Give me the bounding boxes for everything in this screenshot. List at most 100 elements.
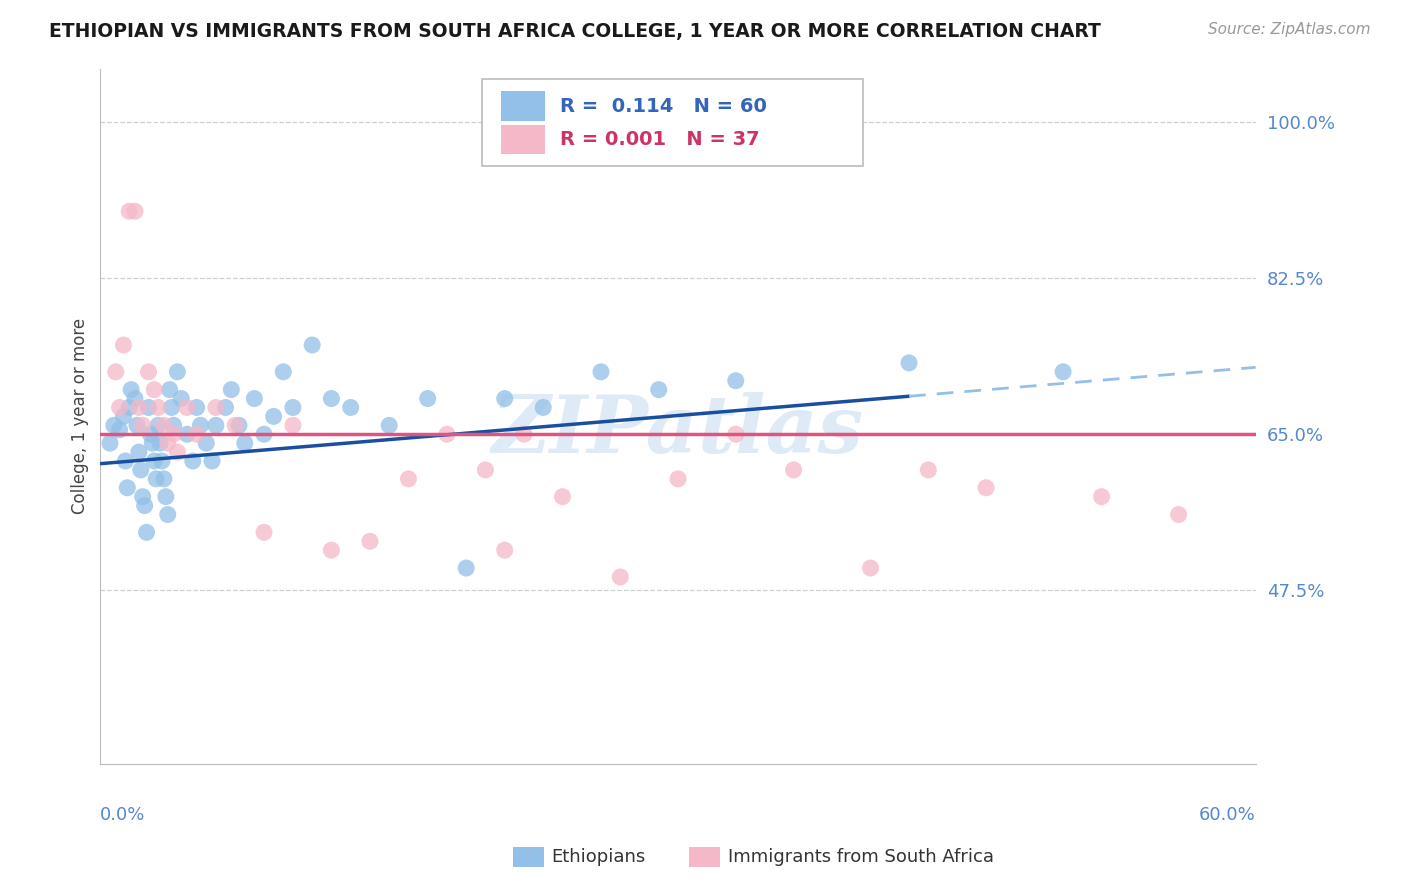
Point <box>160 401 183 415</box>
Point <box>782 463 804 477</box>
Point <box>666 472 689 486</box>
Point <box>149 436 172 450</box>
Point <box>156 508 179 522</box>
Point <box>474 463 496 477</box>
Point <box>263 409 285 424</box>
Point <box>531 401 554 415</box>
Point <box>132 490 155 504</box>
Text: R = 0.001   N = 37: R = 0.001 N = 37 <box>560 130 759 149</box>
Point <box>146 418 169 433</box>
Point <box>186 401 208 415</box>
Point <box>589 365 612 379</box>
Point <box>128 445 150 459</box>
Point <box>513 427 536 442</box>
Point <box>724 427 747 442</box>
Point <box>271 365 294 379</box>
Point <box>609 570 631 584</box>
Point <box>153 472 176 486</box>
Text: R =  0.114   N = 60: R = 0.114 N = 60 <box>560 96 768 116</box>
Point <box>396 472 419 486</box>
Text: ZIPatlas: ZIPatlas <box>492 392 865 469</box>
Point <box>253 427 276 442</box>
Point <box>648 383 671 397</box>
Point <box>128 401 150 415</box>
Point <box>117 481 139 495</box>
Point <box>253 525 276 540</box>
Point <box>494 392 516 406</box>
Point <box>214 401 236 415</box>
Point <box>104 365 127 379</box>
Point <box>134 499 156 513</box>
Point <box>135 525 157 540</box>
Point <box>1052 365 1074 379</box>
Point <box>170 392 193 406</box>
Point <box>233 436 256 450</box>
Point <box>1091 490 1114 504</box>
Text: ETHIOPIAN VS IMMIGRANTS FROM SOUTH AFRICA COLLEGE, 1 YEAR OR MORE CORRELATION CH: ETHIOPIAN VS IMMIGRANTS FROM SOUTH AFRIC… <box>49 22 1101 41</box>
Point <box>1167 508 1189 522</box>
Point <box>551 490 574 504</box>
Point <box>120 383 142 397</box>
Point <box>156 436 179 450</box>
Point <box>114 454 136 468</box>
Point <box>108 401 131 415</box>
Point <box>724 374 747 388</box>
Point <box>228 418 250 433</box>
Point <box>281 418 304 433</box>
Point <box>103 418 125 433</box>
Point <box>205 401 228 415</box>
Point <box>166 365 188 379</box>
Text: 0.0%: 0.0% <box>100 806 146 824</box>
Point <box>112 409 135 424</box>
Point <box>162 418 184 433</box>
Point <box>181 454 204 468</box>
Point <box>145 472 167 486</box>
Point <box>166 445 188 459</box>
Point <box>321 543 343 558</box>
Point <box>339 401 361 415</box>
Point <box>159 383 181 397</box>
Point <box>132 418 155 433</box>
Y-axis label: College, 1 year or more: College, 1 year or more <box>72 318 89 515</box>
Point <box>143 383 166 397</box>
Point <box>138 365 160 379</box>
Text: 60.0%: 60.0% <box>1199 806 1256 824</box>
Point <box>321 392 343 406</box>
Point <box>301 338 323 352</box>
Point <box>898 356 921 370</box>
Point <box>141 436 163 450</box>
Point <box>378 418 401 433</box>
Point <box>153 418 176 433</box>
Text: Ethiopians: Ethiopians <box>551 848 645 866</box>
Point <box>456 561 478 575</box>
Point <box>219 383 242 397</box>
Point <box>124 204 146 219</box>
Point <box>416 392 439 406</box>
Point <box>146 401 169 415</box>
Point <box>118 401 141 415</box>
Point <box>125 418 148 433</box>
Point <box>139 427 162 442</box>
Text: Source: ZipAtlas.com: Source: ZipAtlas.com <box>1208 22 1371 37</box>
Point <box>917 463 939 477</box>
Text: Immigrants from South Africa: Immigrants from South Africa <box>728 848 994 866</box>
Point <box>118 204 141 219</box>
Point <box>494 543 516 558</box>
Point <box>124 392 146 406</box>
Point <box>190 418 212 433</box>
Point <box>112 338 135 352</box>
Point <box>129 463 152 477</box>
Point <box>974 481 997 495</box>
Point <box>98 436 121 450</box>
Point <box>359 534 381 549</box>
Point <box>186 427 208 442</box>
Point <box>436 427 458 442</box>
Bar <box>502 125 546 154</box>
Point <box>155 490 177 504</box>
Point <box>201 454 224 468</box>
Point <box>143 454 166 468</box>
Point <box>224 418 246 433</box>
Point <box>138 401 160 415</box>
Point <box>281 401 304 415</box>
Point <box>150 454 173 468</box>
